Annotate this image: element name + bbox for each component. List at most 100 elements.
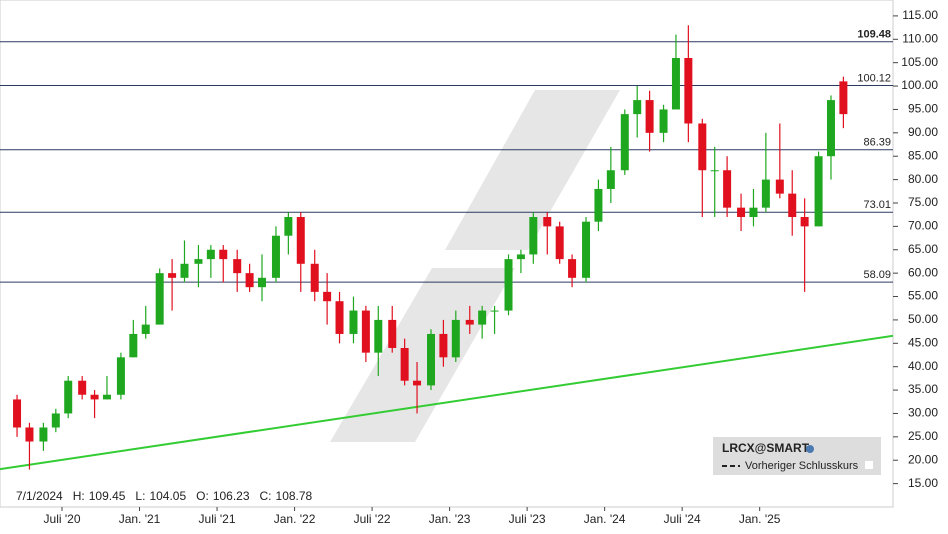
candle-body — [335, 301, 344, 334]
x-tick-label: Jan. '24 — [584, 512, 626, 526]
plot-frame — [0, 0, 894, 508]
info-label: H: — [73, 489, 85, 503]
y-tick-label: 55.00 — [908, 289, 938, 303]
candle-body — [594, 188, 603, 222]
x-tick-label: Juli '22 — [354, 512, 391, 526]
candle-body — [233, 259, 242, 274]
candle-body — [723, 170, 732, 208]
candle-body — [749, 207, 758, 218]
info-label: C: — [260, 489, 272, 503]
candle-body — [400, 347, 409, 381]
y-tick-label: 90.00 — [908, 125, 938, 139]
y-tick-label: 65.00 — [908, 242, 938, 256]
candle-body — [141, 324, 150, 334]
info-date: 7/1/2024 — [16, 489, 63, 503]
x-tick-label: Jan. '21 — [119, 512, 161, 526]
candle-body — [90, 394, 99, 400]
candle-body — [684, 57, 693, 124]
y-tick-label: 20.00 — [908, 452, 938, 466]
candle-body — [374, 319, 383, 353]
candle-body — [413, 380, 422, 386]
y-tick-label: 70.00 — [908, 219, 938, 233]
candle-body — [659, 109, 668, 133]
x-tick-label: Juli '20 — [44, 512, 81, 526]
y-tick-label: 25.00 — [908, 429, 938, 443]
candle-body — [310, 263, 319, 292]
x-tick-label: Juli '24 — [664, 512, 701, 526]
candle-body — [555, 226, 564, 260]
watermark — [330, 90, 620, 442]
candle-body — [296, 217, 305, 264]
candle-body — [698, 123, 707, 171]
y-tick-label: 45.00 — [908, 335, 938, 349]
info-value: 108.78 — [276, 489, 313, 503]
candle-body — [839, 81, 848, 115]
candle-body — [388, 319, 397, 348]
candle-body — [814, 156, 823, 227]
candle-body — [64, 380, 73, 414]
candle-body — [710, 170, 719, 172]
x-tick-label: Juli '21 — [199, 512, 236, 526]
watermark-shape — [330, 268, 515, 442]
y-tick-label: 115.00 — [902, 8, 938, 22]
candle-body — [39, 427, 48, 442]
candle-body — [478, 310, 487, 325]
candle-body — [737, 207, 746, 218]
y-tick-label: 105.00 — [901, 55, 938, 69]
candle-body — [180, 263, 189, 278]
candle-body — [451, 319, 460, 358]
candle-body — [13, 399, 22, 428]
candle-body — [582, 221, 591, 278]
candle-body — [323, 291, 332, 302]
candle-body — [504, 259, 513, 311]
candle-body — [788, 193, 797, 218]
y-tick-label: 95.00 — [908, 102, 938, 116]
y-tick-label: 50.00 — [908, 312, 938, 326]
candle-body — [155, 273, 164, 325]
level-label: 86.39 — [863, 137, 891, 149]
candle-body — [543, 217, 552, 227]
candle-body — [206, 249, 215, 260]
candle-body — [194, 259, 203, 264]
x-tick-label: Jan. '23 — [429, 512, 471, 526]
y-tick-label: 15.00 — [908, 476, 938, 490]
candle-body — [671, 57, 680, 110]
candle-body — [219, 249, 228, 260]
level-label: 109.48 — [857, 29, 891, 41]
candle-body — [465, 319, 474, 325]
trendline — [0, 334, 894, 471]
candle-body — [245, 273, 254, 288]
candle-body — [620, 114, 629, 171]
y-tick-label: 75.00 — [908, 195, 938, 209]
candle-body — [490, 310, 499, 312]
legend-box — [713, 437, 881, 475]
candle-body — [116, 357, 125, 395]
candle-body — [761, 179, 770, 208]
candle-body — [633, 100, 642, 115]
candle-body — [51, 413, 60, 428]
legend-checkbox[interactable] — [865, 461, 873, 469]
y-tick-label: 110.00 — [902, 31, 938, 45]
candle-body — [775, 179, 784, 194]
candle-body — [439, 333, 448, 358]
candle-body — [102, 394, 111, 400]
y-tick-label: 100.00 — [901, 78, 938, 92]
candle-body — [426, 333, 435, 386]
info-value: 104.05 — [149, 489, 186, 503]
y-tick-label: 30.00 — [908, 406, 938, 420]
x-tick-label: Jan. '22 — [274, 512, 316, 526]
candle-body — [645, 100, 654, 133]
candle-body — [516, 254, 525, 260]
candle-body — [826, 100, 835, 157]
candle-body — [78, 380, 87, 395]
candle-body — [606, 170, 615, 189]
candle-body — [800, 217, 809, 227]
candle-body — [361, 310, 370, 353]
y-tick-label: 80.00 — [908, 172, 938, 186]
x-tick-label: Jan. '25 — [739, 512, 781, 526]
y-tick-label: 60.00 — [908, 265, 938, 279]
level-label: 58.09 — [863, 269, 891, 281]
candle-body — [568, 259, 577, 278]
y-tick-label: 85.00 — [908, 148, 938, 162]
